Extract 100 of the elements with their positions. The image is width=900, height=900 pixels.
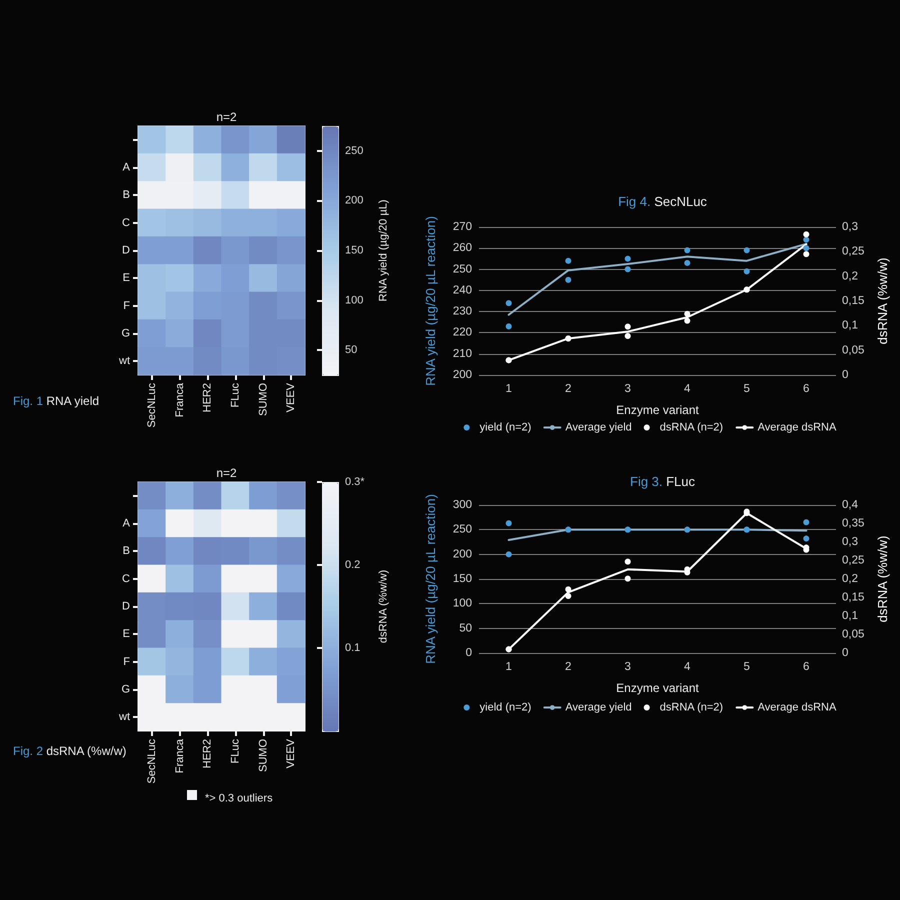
x-tick-label: 3 bbox=[624, 661, 631, 673]
x-tick-label: Franca bbox=[174, 382, 186, 418]
x-tick-label: HER2 bbox=[202, 739, 214, 768]
y2-tick-label: 0,35 bbox=[842, 518, 864, 530]
x-tick-label: FLuc bbox=[229, 382, 242, 408]
y2-tick-label: 0,4 bbox=[842, 499, 859, 511]
y-tick-label: 220 bbox=[452, 326, 472, 339]
x-tick-label: SUMO bbox=[257, 382, 270, 416]
x-tick-label: 5 bbox=[744, 383, 750, 395]
color-bar-label: 0.1 bbox=[345, 642, 360, 654]
y-tick-label: 50 bbox=[459, 622, 472, 634]
y2-tick-label: 0 bbox=[842, 369, 848, 381]
color-bar-label: 50 bbox=[345, 344, 358, 356]
y-tick-label: 260 bbox=[452, 242, 472, 254]
y-tick-label: 250 bbox=[452, 524, 472, 536]
legend-label: Average yield bbox=[565, 422, 632, 434]
y2-tick-label: 0,15 bbox=[842, 295, 864, 307]
x-tick-label: 6 bbox=[803, 383, 810, 395]
y-tick-label: wt bbox=[118, 355, 130, 368]
x-tick-label: VEEV bbox=[285, 382, 298, 412]
legend-label: yield (n=2) bbox=[480, 702, 532, 714]
x-tick-label: 1 bbox=[506, 661, 512, 673]
y-tick-label: D bbox=[122, 600, 130, 612]
y-tick-label: 200 bbox=[452, 548, 472, 560]
y2-tick-label: 0,1 bbox=[842, 610, 858, 622]
y2-tick-label: 0,15 bbox=[842, 592, 864, 604]
y-tick-label: E bbox=[122, 628, 130, 640]
y-tick-label: 240 bbox=[452, 284, 472, 296]
y2-tick-label: 0,2 bbox=[842, 573, 858, 585]
x-tick-label: Franca bbox=[174, 738, 186, 774]
y2-tick-label: 0,05 bbox=[842, 628, 864, 640]
x-tick-label: 3 bbox=[624, 383, 631, 395]
y-tick-label: 230 bbox=[452, 306, 472, 318]
caption: Fig. 1 RNA yield bbox=[13, 394, 100, 408]
x-tick-label: 6 bbox=[803, 661, 810, 673]
chart-title: Fig 4. SecNLuc bbox=[618, 194, 708, 209]
y2-tick-label: 0,25 bbox=[842, 246, 864, 258]
color-bar-label: 250 bbox=[345, 144, 364, 157]
color-bar-title: RNA yield (µg/20 µL) bbox=[378, 200, 390, 302]
y-tick-label: A bbox=[122, 518, 131, 530]
chart-title: n=2 bbox=[216, 466, 237, 480]
y-tick-label: 270 bbox=[452, 221, 472, 233]
color-bar-label: 0.3* bbox=[345, 476, 366, 488]
y-axis-title: RNA yield (µg/20 µL reaction) bbox=[423, 216, 438, 386]
y2-tick-label: 0,3 bbox=[842, 536, 858, 548]
y-tick-label: wt bbox=[118, 711, 130, 724]
x-tick-label: 1 bbox=[506, 383, 512, 395]
y-tick-label: B bbox=[122, 545, 130, 558]
text: *> 0.3 outliers bbox=[205, 792, 274, 804]
y-tick-label: B bbox=[122, 189, 130, 202]
caption: Fig. 2 dsRNA (%w/w) bbox=[13, 744, 126, 758]
x-tick-label: 5 bbox=[744, 661, 750, 673]
x-tick-label: FLuc bbox=[229, 738, 242, 764]
x-tick-label: 4 bbox=[684, 661, 692, 673]
legend-label: dsRNA (n=2) bbox=[660, 702, 724, 714]
y2-tick-label: 0,3 bbox=[842, 221, 858, 233]
x-tick-label: SecNLuc bbox=[146, 382, 158, 428]
legend-label: Average dsRNA bbox=[758, 422, 837, 434]
y-tick-label: F bbox=[123, 656, 130, 668]
y-tick-label: F bbox=[123, 300, 130, 312]
y-tick-label: C bbox=[122, 216, 130, 229]
y-tick-label: 100 bbox=[452, 598, 472, 610]
y-tick-label: E bbox=[122, 272, 130, 284]
color-bar-title: dsRNA (%w/w) bbox=[378, 570, 390, 644]
y2-tick-label: 0,25 bbox=[842, 554, 864, 566]
y-tick-label: 200 bbox=[452, 369, 472, 381]
y2-axis-title: dsRNA (%w/w) bbox=[875, 258, 890, 344]
x-axis-title: Enzyme variant bbox=[616, 681, 700, 695]
color-bar-label: 150 bbox=[345, 244, 364, 256]
x-tick-label: 2 bbox=[565, 661, 572, 673]
legend-label: dsRNA (n=2) bbox=[660, 422, 724, 434]
x-tick-label: 2 bbox=[565, 383, 572, 395]
x-tick-label: 4 bbox=[684, 383, 692, 395]
y-tick-label: 300 bbox=[452, 499, 472, 511]
color-bar-label: 0.2 bbox=[345, 559, 360, 571]
x-tick-label: VEEV bbox=[285, 738, 298, 768]
chart-title: n=2 bbox=[216, 110, 237, 124]
y-tick-label: G bbox=[121, 684, 130, 696]
y-tick-label: A bbox=[122, 162, 131, 174]
color-bar-label: 100 bbox=[345, 294, 364, 306]
legend-label: Average dsRNA bbox=[758, 702, 837, 714]
y-tick-label: 210 bbox=[452, 348, 472, 360]
y-tick-label: C bbox=[122, 572, 130, 585]
y2-axis-title: dsRNA (%w/w) bbox=[875, 536, 890, 622]
y2-tick-label: 0,1 bbox=[842, 320, 858, 332]
color-bar-label: 200 bbox=[345, 194, 364, 207]
legend-label: Average yield bbox=[565, 702, 632, 714]
y-tick-label: 0 bbox=[466, 647, 472, 659]
y2-tick-label: 0,05 bbox=[842, 344, 864, 356]
x-tick-label: SUMO bbox=[257, 738, 270, 772]
y-tick-label: G bbox=[121, 328, 130, 340]
y-tick-label: 250 bbox=[452, 263, 472, 276]
y2-tick-label: 0 bbox=[842, 647, 848, 659]
legend-label: yield (n=2) bbox=[480, 422, 532, 434]
x-tick-label: SecNLuc bbox=[146, 738, 158, 784]
y2-tick-label: 0,2 bbox=[842, 270, 858, 282]
y-tick-label: 150 bbox=[452, 573, 472, 585]
y-axis-title: RNA yield (µg/20 µL reaction) bbox=[423, 494, 438, 664]
x-tick-label: HER2 bbox=[202, 383, 214, 412]
x-axis-title: Enzyme variant bbox=[616, 403, 700, 417]
